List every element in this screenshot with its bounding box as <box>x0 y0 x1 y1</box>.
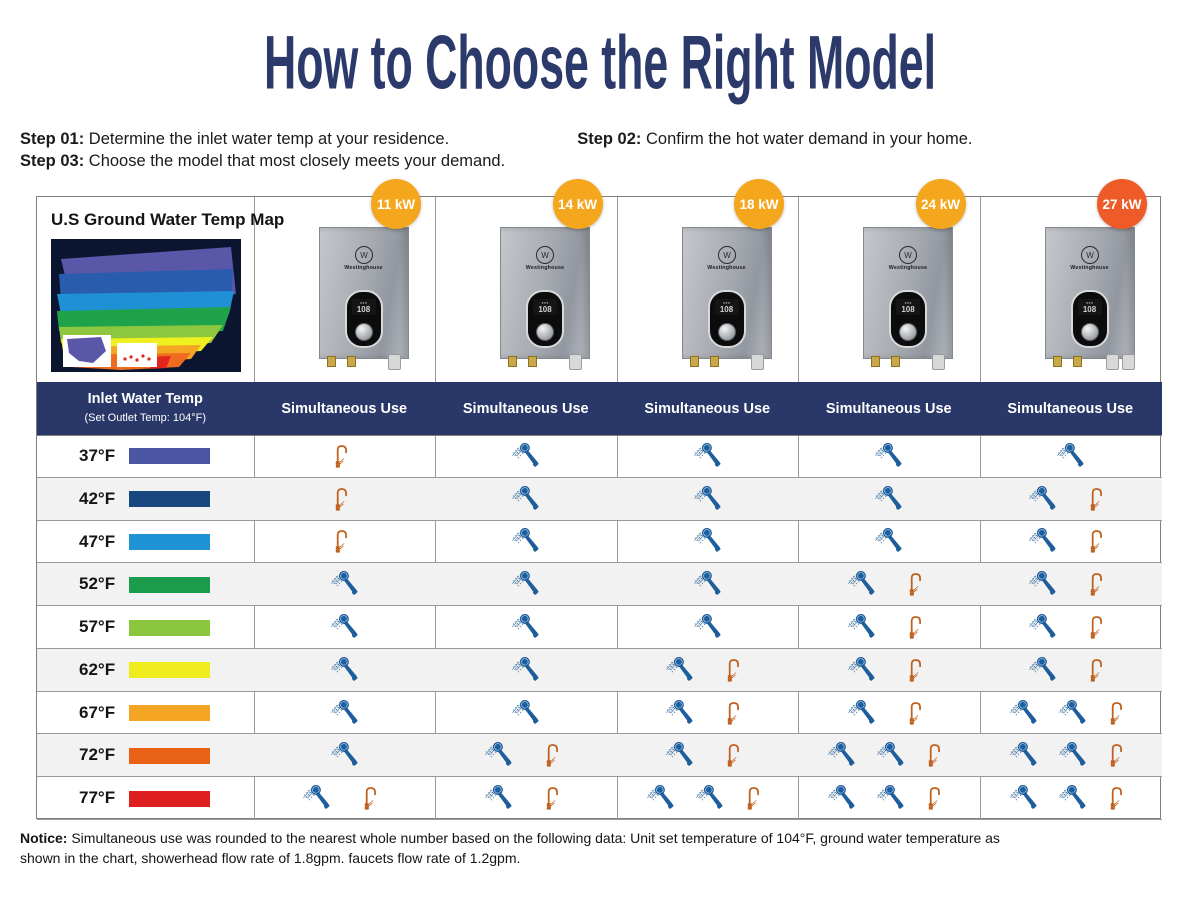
svg-text:W: W <box>723 251 731 260</box>
svg-text:W: W <box>541 251 549 260</box>
svg-text:W: W <box>904 251 912 260</box>
svg-text:W: W <box>360 251 368 260</box>
svg-text:W: W <box>1086 251 1094 260</box>
